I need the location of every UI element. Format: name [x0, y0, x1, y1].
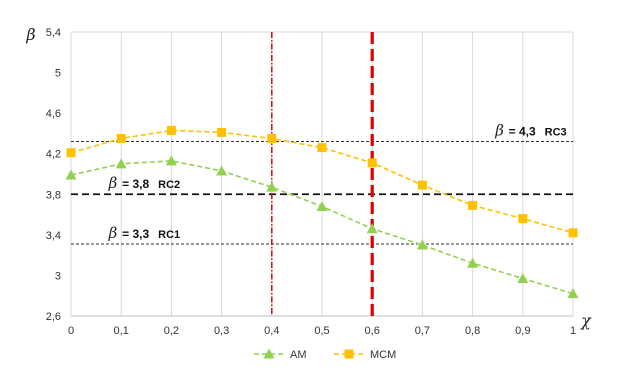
annotation-equals: = [122, 227, 132, 241]
data-point-mcm-9 [518, 214, 528, 224]
x-tick-label: 0,7 [415, 325, 430, 337]
y-tick-label: 2,6 [46, 311, 61, 323]
annotation-symbol: β [494, 121, 508, 139]
data-point-mcm-2 [166, 125, 176, 135]
data-point-am-6 [366, 223, 378, 234]
data-point-mcm-8 [468, 200, 478, 210]
grid-layer [70, 31, 574, 317]
data-point-am-10 [567, 288, 579, 299]
data-point-am-4 [266, 181, 278, 192]
x-tick-label: 0,2 [164, 325, 179, 337]
legend-marker-am [263, 348, 275, 359]
reference-lines-layer [71, 32, 573, 316]
legend: AM MCM [254, 348, 396, 361]
data-point-am-5 [316, 200, 328, 211]
x-tick-label: 0,4 [264, 325, 279, 337]
y-tick-label: 3 [55, 270, 61, 282]
data-point-mcm-6 [367, 158, 377, 168]
annotation-equals: = [509, 124, 519, 138]
data-point-mcm-7 [417, 180, 427, 190]
data-point-am-0 [65, 169, 77, 180]
annotation-symbol: β [108, 224, 122, 242]
x-tick-label: 1 [570, 325, 576, 337]
annotation-label: RC2 [158, 179, 180, 191]
data-point-mcm-3 [217, 127, 227, 137]
legend-label-am: AM [290, 349, 307, 361]
annotation-rc2: β = 3,8 RC2 [108, 174, 180, 192]
data-point-mcm-0 [66, 148, 76, 158]
y-tick-label: 5 [55, 68, 61, 80]
data-point-mcm-1 [116, 134, 126, 143]
data-point-am-9 [517, 272, 529, 283]
y-tick-label: 4,6 [46, 108, 61, 120]
tick-labels-layer: 2,6 3 3,4 3,8 4,2 4,6 5 5,4 0 0,1 0,2 0,3 0,4 0,5 0,6 0… [25, 25, 592, 337]
x-tick-label: 0,1 [114, 325, 129, 337]
annotation-value: 3,3 [132, 227, 149, 241]
annotation-value: 4,3 [519, 124, 536, 138]
data-point-mcm-10 [568, 228, 578, 238]
annotation-rc3: β = 4,3 RC3 [494, 121, 567, 139]
x-tick-label: 0,8 [465, 325, 480, 337]
annotation-value: 3,8 [132, 177, 149, 191]
x-tick-label: 0,9 [515, 325, 530, 337]
data-point-am-2 [165, 155, 177, 166]
data-point-am-8 [467, 257, 479, 268]
data-point-mcm-5 [317, 143, 327, 153]
x-tick-label: 0,6 [365, 325, 380, 337]
data-point-am-3 [216, 165, 228, 176]
y-axis-label: β [25, 25, 35, 44]
x-axis-label: χ [580, 311, 592, 330]
series-layer [65, 125, 579, 299]
y-tick-label: 5,4 [46, 27, 61, 39]
x-tick-label: 0,3 [214, 325, 229, 337]
legend-marker-mcm [344, 349, 354, 359]
annotation-rc1: β = 3,3 RC1 [108, 224, 180, 242]
series-line-mcm [70, 129, 574, 234]
data-point-am-1 [115, 158, 127, 169]
annotation-equals: = [122, 177, 132, 191]
annotation-label: RC3 [545, 126, 567, 138]
x-tick-label: 0 [68, 325, 74, 337]
data-point-am-7 [416, 239, 428, 250]
y-tick-label: 3,8 [46, 189, 61, 201]
annotation-symbol: β [108, 174, 122, 192]
x-tick-label: 0,5 [314, 325, 329, 337]
data-point-mcm-4 [267, 134, 277, 143]
legend-label-mcm: MCM [370, 349, 396, 361]
annotations-layer: β = 4,3 RC3 β = 3,8 RC2 β = 3,3 RC1 [108, 121, 567, 241]
annotation-label: RC1 [158, 229, 180, 241]
y-tick-label: 4,2 [46, 149, 61, 161]
y-tick-label: 3,4 [46, 230, 61, 242]
